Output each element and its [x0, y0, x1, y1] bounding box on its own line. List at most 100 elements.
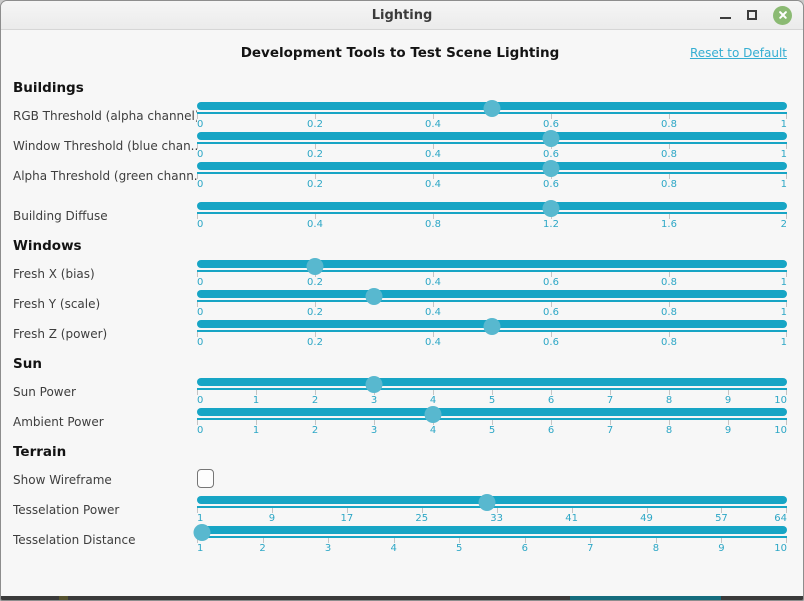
- slider-track[interactable]: [197, 162, 787, 170]
- slider-track[interactable]: [197, 526, 787, 534]
- tick-mark: [786, 214, 787, 219]
- tick-label: 9: [268, 513, 276, 524]
- tick-mark: [669, 214, 670, 219]
- slider-handle[interactable]: [424, 405, 442, 423]
- ambient-power-slider[interactable]: 0 1 2 3 4 5 6 7 8 9 10: [197, 405, 787, 438]
- tick-label: 0: [197, 307, 204, 318]
- slider-handle[interactable]: [483, 317, 501, 335]
- maximize-icon[interactable]: [747, 10, 757, 20]
- tick-label: 0.8: [661, 337, 677, 348]
- slider-track[interactable]: [197, 132, 787, 140]
- tick-label: 0.2: [307, 119, 323, 130]
- tick-mark: [197, 538, 198, 543]
- slider-handle[interactable]: [365, 375, 383, 393]
- sun-power-row: Sun Power 0 1 2 3 4 5 6 7 8 9 10: [13, 375, 787, 408]
- slider-handle[interactable]: [483, 99, 501, 117]
- show-wireframe-checkbox[interactable]: [197, 469, 214, 488]
- alpha-threshold-green-chann-slider[interactable]: 0 0.2 0.4 0.6 0.8 1: [197, 159, 787, 192]
- slider-handle[interactable]: [542, 129, 560, 147]
- window-threshold-blue-chan-slider[interactable]: 0 0.2 0.4 0.6 0.8 1: [197, 129, 787, 162]
- tick-mark: [433, 272, 434, 277]
- tick-label: 1: [780, 277, 787, 288]
- tick-label: 4: [429, 425, 437, 436]
- slider-handle[interactable]: [542, 159, 560, 177]
- slider-track-line: [197, 300, 787, 302]
- fresh-y-scale-slider[interactable]: 0 0.2 0.4 0.6 0.8 1: [197, 287, 787, 320]
- tesselation-power-row: Tesselation Power 1 9 17 25 33 41 49 57 64: [13, 493, 787, 526]
- tick-label: 7: [587, 543, 594, 554]
- slider-handle[interactable]: [365, 287, 383, 305]
- bottom-border: [1, 596, 803, 600]
- page-title: Development Tools to Test Scene Lighting: [240, 45, 560, 61]
- tick-mark: [433, 420, 434, 425]
- tick-label: 0.6: [543, 119, 559, 130]
- close-icon[interactable]: [773, 5, 792, 25]
- building-diffuse-row: Building Diffuse 0 0.4 0.8 1.2 1.6 2: [13, 199, 787, 232]
- tick-mark: [492, 420, 493, 425]
- slider-track[interactable]: [197, 378, 787, 386]
- slider-handle[interactable]: [542, 199, 560, 217]
- alpha-threshold-green-chann-row: Alpha Threshold (green chann... 0 0.2 0.4 0.…: [13, 159, 787, 192]
- tick-label: 0: [197, 337, 204, 348]
- tick-mark: [315, 174, 316, 179]
- titlebar[interactable]: Lighting: [1, 1, 803, 30]
- tick-mark: [492, 390, 493, 395]
- tick-label: 0.6: [543, 149, 559, 160]
- ambient-power-row: Ambient Power 0 1 2 3 4 5 6 7 8 9 10: [13, 405, 787, 438]
- tick-label: 4: [390, 543, 397, 554]
- tick-mark: [610, 390, 611, 395]
- tick-label: 6: [547, 425, 555, 436]
- tick-label: 5: [488, 395, 496, 406]
- slider-track[interactable]: [197, 408, 787, 416]
- tick-mark: [197, 332, 198, 337]
- tick-mark: [669, 144, 670, 149]
- tick-label: 0.6: [543, 277, 559, 288]
- slider-handle[interactable]: [478, 493, 496, 511]
- tick-label: 0.6: [543, 307, 559, 318]
- row-label: Fresh Z (power): [13, 327, 108, 341]
- tick-label: 6: [547, 395, 555, 406]
- bottom-border-accent: [570, 596, 722, 600]
- tick-mark: [393, 538, 395, 543]
- section-windows: Windows Fresh X (bias) 0 0.2 0.4 0.6 0.8 1 Fresh…: [13, 238, 787, 350]
- tick-label: 1: [197, 513, 204, 524]
- tick-mark: [346, 508, 348, 513]
- tick-mark: [786, 114, 787, 119]
- tick-label: 8: [665, 395, 673, 406]
- slider-handle[interactable]: [193, 523, 211, 541]
- tick-label: 0: [197, 219, 204, 230]
- tick-mark: [433, 214, 434, 219]
- tick-mark: [433, 174, 434, 179]
- tick-label: 3: [324, 543, 332, 554]
- section-title: Terrain: [13, 444, 67, 460]
- tick-label: 1: [252, 425, 260, 436]
- tick-label: 3: [370, 425, 378, 436]
- tick-label: 1.2: [543, 219, 559, 230]
- tick-mark: [551, 144, 552, 149]
- tesselation-power-slider[interactable]: 1 9 17 25 33 41 49 57 64: [197, 493, 787, 526]
- row-label: Fresh X (bias): [13, 267, 95, 281]
- fresh-x-bias-slider[interactable]: 0 0.2 0.4 0.6 0.8 1: [197, 257, 787, 290]
- slider-track[interactable]: [197, 260, 787, 268]
- reset-to-default-link[interactable]: Reset to Default: [689, 46, 787, 60]
- rgb-threshold-alpha-channel-slider[interactable]: 0 0.2 0.4 0.6 0.8 1: [197, 99, 787, 132]
- tick-mark: [728, 390, 729, 395]
- minimize-icon[interactable]: [720, 9, 731, 21]
- tick-mark: [728, 420, 729, 425]
- tick-label: 7: [606, 395, 614, 406]
- building-diffuse-slider[interactable]: 0 0.4 0.8 1.2 1.6 2: [197, 199, 787, 232]
- tesselation-distance-slider[interactable]: 1 2 3 4 5 6 7 8 9 10: [193, 523, 787, 556]
- tick-mark: [421, 508, 423, 513]
- tick-mark: [655, 538, 657, 543]
- tick-mark: [786, 272, 787, 277]
- slider-handle[interactable]: [306, 257, 324, 275]
- fresh-z-power-slider[interactable]: 0 0.2 0.4 0.6 0.8 1: [197, 317, 787, 350]
- slider-track[interactable]: [197, 290, 787, 298]
- tick-mark: [669, 114, 670, 119]
- slider-track-line: [197, 536, 787, 538]
- tick-mark: [328, 538, 330, 543]
- sun-power-slider[interactable]: 0 1 2 3 4 5 6 7 8 9 10: [197, 375, 787, 408]
- tick-label: 1: [780, 149, 787, 160]
- slider-track[interactable]: [197, 202, 787, 210]
- tick-mark: [197, 508, 198, 513]
